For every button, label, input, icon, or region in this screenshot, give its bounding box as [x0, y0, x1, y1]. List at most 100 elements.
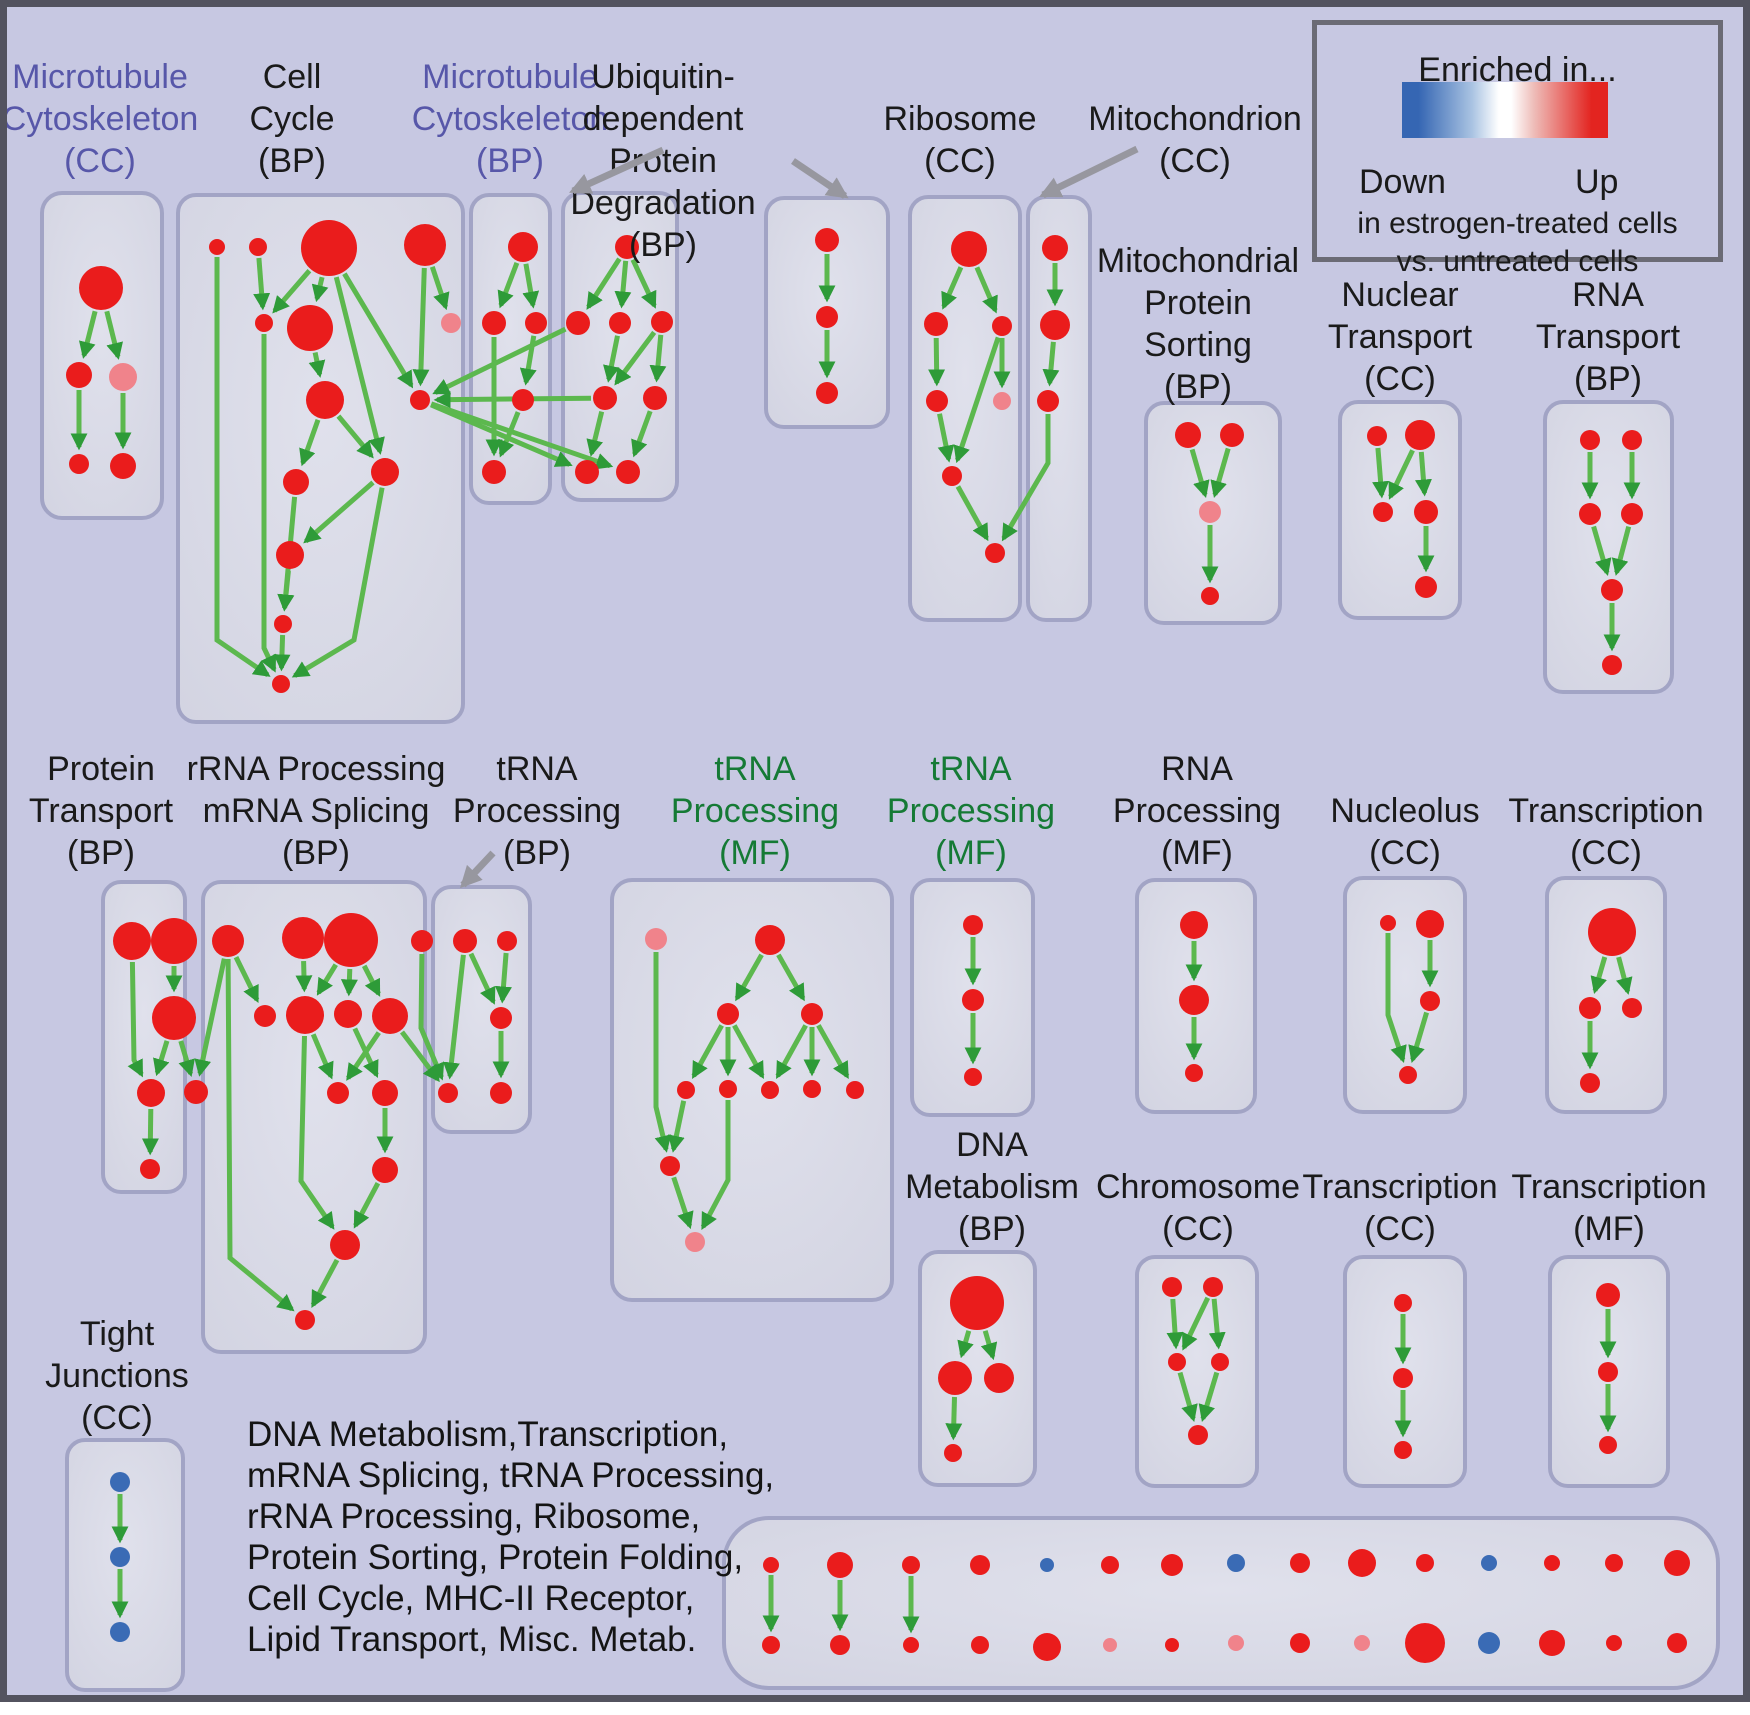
cluster-label-trna-processing-bp: tRNA: [496, 750, 578, 788]
cluster-label-dna-metabolism-bp: Metabolism: [905, 1168, 1079, 1206]
edge: [272, 269, 312, 314]
node-ubiquitin-degradation-bp-2: [816, 306, 838, 328]
cluster-label-ribosome-cc: (CC): [924, 142, 996, 180]
node-microtubule-cytoskeleton-bp: [482, 460, 506, 484]
cluster-label-trna-processing-bp: Processing: [453, 792, 621, 830]
node-misc-pathways: [827, 1552, 853, 1578]
edge: [586, 257, 622, 310]
edge: [104, 310, 123, 360]
cluster-label-dna-metabolism-bp: DNA: [956, 1126, 1028, 1164]
edge: [340, 968, 358, 997]
node-transcription-cc-2: [1394, 1441, 1412, 1459]
cluster-label-rna-transport-bp: RNA: [1572, 276, 1644, 314]
edge: [400, 1030, 440, 1083]
node-misc-pathways: [1664, 1550, 1690, 1576]
cluster-box-cell-cycle-bp: [176, 193, 465, 724]
node-trna-processing-mf-1: [803, 1080, 821, 1098]
annotation-arrow: [791, 158, 849, 199]
edge: [1590, 956, 1608, 994]
node-rrna-processing-mrna-splicing-bp: [324, 913, 378, 967]
cluster-label-chromosome-cc: Chromosome: [1096, 1168, 1300, 1206]
node-rrna-processing-mrna-splicing-bp: [295, 1310, 315, 1330]
cluster-label-nucleolus-cc: Nucleolus: [1330, 792, 1479, 830]
edge: [980, 1330, 998, 1361]
edge: [277, 570, 295, 612]
cluster-label-trna-processing-mf-2: tRNA: [930, 750, 1012, 788]
edge: [630, 258, 657, 309]
node-rna-transport-bp: [1580, 430, 1600, 450]
edge: [653, 952, 672, 1153]
node-microtubule-cytoskeleton-bp: [525, 312, 547, 334]
edge: [333, 276, 385, 455]
summary-note-line: Lipid Transport, Misc. Metab.: [247, 1620, 697, 1659]
node-transcription-cc-1: [1579, 997, 1601, 1019]
cluster-label-chromosome-cc: (CC): [1162, 1210, 1234, 1248]
legend-gradient-bar: [1402, 82, 1608, 138]
node-misc-pathways: [1040, 1558, 1054, 1572]
layer-edges: [70, 254, 1641, 1634]
node-misc-pathways: [1405, 1623, 1445, 1663]
node-protein-transport-bp: [152, 996, 196, 1040]
bottom-margin: [0, 1702, 1750, 1715]
node-transcription-cc-2: [1394, 1294, 1412, 1312]
node-mitochondrion-cc: [1040, 310, 1070, 340]
cluster-label-cell-cycle-bp: (BP): [258, 142, 326, 180]
node-trna-processing-mf-2: [962, 989, 984, 1011]
cluster-label-cell-cycle-bp: Cycle: [249, 100, 334, 138]
edge: [430, 401, 614, 470]
summary-note-line: DNA Metabolism,Transcription,: [247, 1415, 729, 1454]
cluster-label-microtubule-cytoskeleton-cc: Microtubule: [12, 58, 188, 96]
edge: [1372, 447, 1390, 499]
edge: [153, 1040, 170, 1077]
edge: [776, 953, 806, 1002]
cluster-label-ribosome-cc: Ribosome: [883, 100, 1036, 138]
edge: [522, 263, 540, 309]
node-misc-pathways: [1228, 1635, 1244, 1651]
cluster-label-mitochondrial-protein-sorting-bp: (BP): [1164, 368, 1232, 406]
node-rrna-processing-mrna-splicing-bp: [286, 996, 324, 1034]
node-misc-pathways: [1290, 1633, 1310, 1653]
node-rrna-processing-mrna-splicing-bp: [372, 1157, 398, 1183]
edge: [430, 402, 573, 467]
summary-note-line: Protein Sorting, Protein Folding,: [247, 1538, 744, 1577]
node-chromosome-cc: [1168, 1353, 1186, 1371]
edge: [291, 487, 385, 678]
node-misc-pathways: [1605, 1554, 1623, 1572]
edge: [631, 410, 653, 458]
node-cell-cycle-bp: [306, 381, 344, 419]
node-cell-cycle-bp: [283, 469, 309, 495]
edge: [310, 1258, 340, 1309]
node-ribosome-cc: [942, 466, 962, 486]
edge: [298, 1035, 335, 1230]
node-nuclear-transport-cc: [1405, 420, 1435, 450]
cluster-label-protein-transport-bp: Transport: [29, 792, 174, 830]
cluster-label-rna-processing-mf: RNA: [1161, 750, 1233, 788]
node-trna-processing-mf-2: [963, 915, 983, 935]
edge: [412, 267, 430, 387]
cluster-label-rna-processing-mf: Processing: [1113, 792, 1281, 830]
node-trna-processing-mf-1: [660, 1156, 680, 1176]
node-microtubule-cytoskeleton-cc: [110, 453, 136, 479]
cluster-label-tight-junctions-cc: (CC): [81, 1399, 153, 1437]
node-cell-cycle-bp: [441, 313, 461, 333]
node-rrna-processing-mrna-splicing-bp: [334, 1000, 362, 1028]
node-mitochondrion-cc: [1042, 235, 1068, 261]
edge: [353, 1182, 381, 1229]
cluster-label-ubiquitin-degradation-bp-1: Ubiquitin-: [591, 58, 735, 96]
cluster-label-tight-junctions-cc: Junctions: [45, 1357, 189, 1395]
node-mitochondrial-protein-sorting-bp: [1220, 423, 1244, 447]
cluster-label-mitochondrial-protein-sorting-bp: Mitochondrial: [1097, 242, 1299, 280]
node-transcription-cc-1: [1588, 908, 1636, 956]
cluster-label-rrna-processing-mrna-splicing-bp: rRNA Processing: [187, 750, 446, 788]
cluster-label-nuclear-transport-cc: Transport: [1328, 318, 1473, 356]
edge: [178, 1040, 195, 1078]
edge: [928, 337, 946, 387]
edge: [691, 1024, 724, 1079]
cluster-label-microtubule-cytoskeleton-bp: Microtubule: [422, 58, 598, 96]
edge: [957, 1330, 974, 1359]
node-trna-processing-mf-1: [717, 1003, 739, 1025]
cluster-label-nuclear-transport-cc: Nuclear: [1341, 276, 1458, 314]
node-chromosome-cc: [1203, 1277, 1223, 1297]
cluster-box-misc-pathways: [722, 1516, 1720, 1690]
